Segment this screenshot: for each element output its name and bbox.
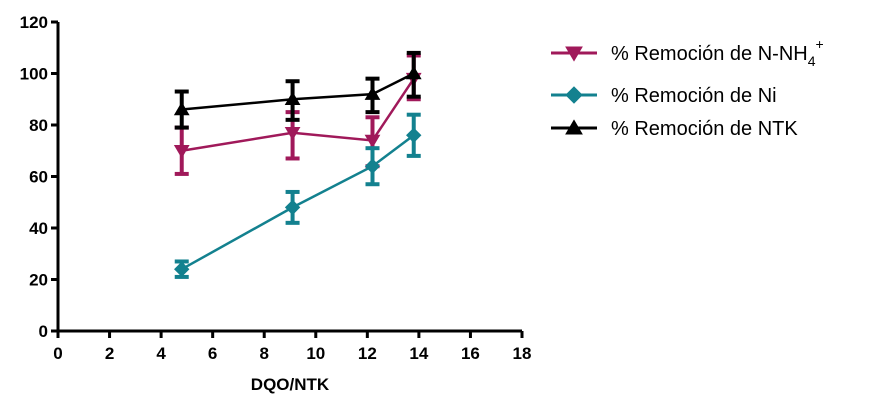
y-tick-label: 120 (20, 13, 48, 32)
data-point (284, 126, 301, 141)
legend-label: % Remoción de Ni (611, 85, 777, 107)
x-tick-label: 0 (53, 344, 62, 363)
data-point (284, 91, 301, 105)
data-point (174, 261, 190, 277)
x-tick-label: 12 (358, 344, 377, 363)
data-point (364, 86, 381, 100)
data-point (405, 65, 422, 80)
x-tick-label: 10 (306, 344, 325, 363)
legend-label-text: % Remoción de NTK (611, 118, 798, 140)
legend-marker (565, 86, 583, 104)
series-1 (174, 112, 422, 279)
legend-marker (565, 46, 583, 62)
legend-item: % Remoción de Ni (551, 85, 777, 107)
data-point (406, 127, 422, 144)
legend-label: % Remoción de NTK (611, 118, 798, 140)
legend-label: % Remoción de N-NH4+ (611, 36, 824, 69)
legend: % Remoción de N-NH4+ % Remoción de Ni % Re… (551, 36, 824, 140)
legend-label-superscript: + (816, 36, 824, 52)
data-point (173, 145, 190, 159)
legend-item: % Remoción de NTK (551, 118, 798, 140)
legend-label-text: % Remoción de N-NH (611, 43, 808, 65)
legend-label-text: % Remoción de Ni (611, 85, 777, 107)
y-tick-label: 100 (20, 65, 48, 84)
series-line (181, 134, 415, 271)
series-layer (173, 50, 422, 279)
series-line (181, 77, 415, 152)
axes: 0 20 40 60 80 100 120 0 2 4 6 8 10 12 14 16 18 (20, 13, 532, 363)
x-tick-label: 18 (513, 344, 532, 363)
data-point (173, 101, 190, 116)
legend-item: % Remoción de N-NH4+ (551, 36, 824, 69)
y-tick-label: 20 (29, 271, 48, 290)
y-tick-label: 80 (29, 116, 48, 135)
x-axis-title: DQO/NTK (251, 375, 330, 394)
x-tick-label: 4 (156, 344, 166, 363)
y-tick-label: 60 (29, 168, 48, 187)
y-tick-label: 0 (39, 322, 48, 341)
data-point (284, 199, 301, 216)
y-tick-label: 40 (29, 219, 48, 238)
legend-marker (565, 119, 583, 135)
data-point (364, 134, 381, 149)
series-line (181, 72, 415, 111)
x-tick-label: 8 (259, 344, 268, 363)
x-tick-label: 2 (105, 344, 114, 363)
series-2 (173, 50, 422, 130)
data-point (364, 158, 381, 174)
x-tick-label: 16 (461, 344, 480, 363)
x-tick-label: 14 (409, 344, 428, 363)
legend-label-subscript: 4 (808, 53, 816, 69)
x-tick-label: 6 (208, 344, 217, 363)
